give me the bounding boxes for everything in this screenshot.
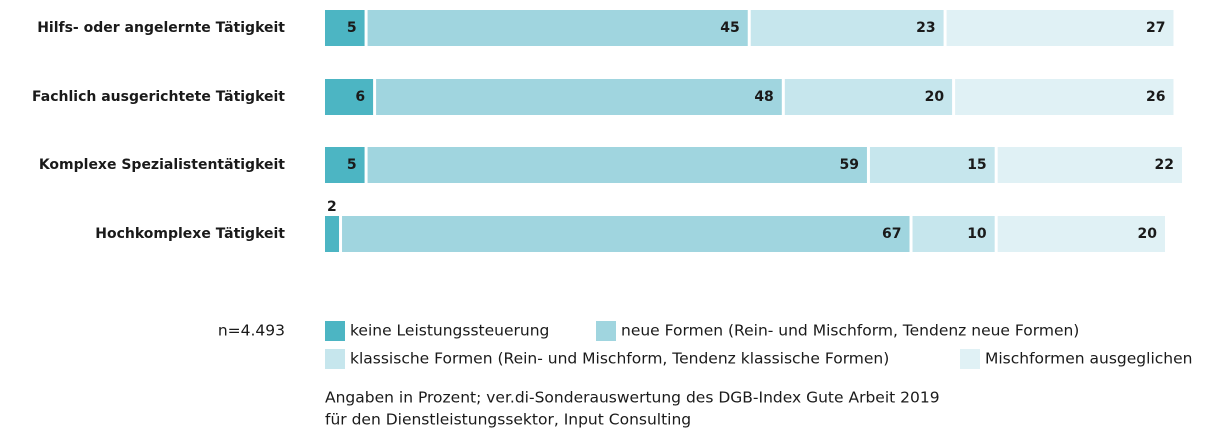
bar-segment (325, 10, 365, 46)
value-label: 15 (967, 157, 986, 173)
bar-segment (325, 147, 365, 183)
bar-segment (342, 216, 910, 252)
value-label: 48 (754, 89, 773, 105)
value-label: 23 (916, 20, 935, 36)
value-label: 59 (839, 157, 858, 173)
value-label: 5 (347, 20, 357, 36)
bar-segment (912, 216, 995, 252)
legend-swatch (325, 349, 345, 369)
value-label: 22 (1155, 157, 1174, 173)
legend-swatch (960, 349, 980, 369)
value-label: 20 (925, 89, 945, 105)
category-label: Komplexe Spezialistentätigkeit (39, 157, 285, 173)
category-label: Hochkomplexe Tätigkeit (95, 226, 285, 242)
bar-segment (955, 79, 1174, 115)
bar-segment (750, 10, 944, 46)
legend-label: klassische Formen (Rein- und Mischform, … (350, 350, 889, 368)
bar-segment (869, 147, 995, 183)
value-label: 27 (1146, 20, 1165, 36)
note: für den Dienstleistungssektor, Input Con… (325, 411, 691, 429)
note: Angaben in Prozent; ver.di-Sonderauswert… (325, 389, 940, 407)
legend-label: Mischformen ausgeglichen (985, 350, 1192, 368)
bar-segment (946, 10, 1174, 46)
value-label: 67 (882, 226, 901, 242)
value-label: 20 (1137, 226, 1157, 242)
legend-swatch (596, 321, 616, 341)
bar-segment (376, 79, 782, 115)
category-label: Hilfs- oder angelernte Tätigkeit (37, 20, 285, 36)
bar-segment (784, 79, 953, 115)
bar-segment (997, 147, 1182, 183)
bar-segment (325, 79, 374, 115)
category-label: Fachlich ausgerichtete Tätigkeit (32, 89, 285, 105)
legend-swatch (325, 321, 345, 341)
value-label: 10 (967, 226, 987, 242)
value-label: 2 (327, 199, 337, 215)
value-label: 45 (720, 20, 739, 36)
value-label: 5 (347, 157, 357, 173)
value-label: 26 (1146, 89, 1165, 105)
bar-segment (367, 147, 867, 183)
bar-segment (367, 10, 748, 46)
value-label: 6 (355, 89, 365, 105)
bar-segment (325, 216, 340, 252)
legend-label: keine Leistungssteuerung (350, 322, 549, 340)
legend-label: neue Formen (Rein- und Mischform, Tenden… (621, 322, 1079, 340)
bar-segment (997, 216, 1165, 252)
sample-size: n=4.493 (218, 322, 285, 340)
